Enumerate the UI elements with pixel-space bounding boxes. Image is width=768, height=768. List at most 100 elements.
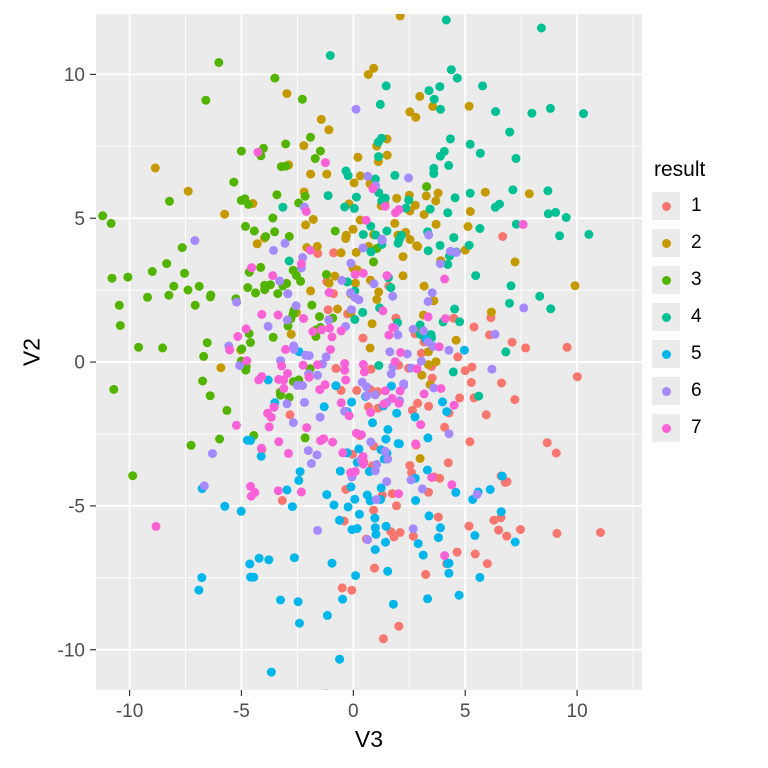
data-point <box>408 531 418 541</box>
data-point <box>464 240 474 250</box>
data-point <box>347 305 356 315</box>
data-point <box>386 283 396 293</box>
data-point <box>346 482 356 492</box>
data-point <box>498 232 508 241</box>
data-point <box>249 226 259 236</box>
data-point <box>301 206 311 216</box>
data-point <box>162 259 172 269</box>
data-point <box>315 146 325 156</box>
data-point <box>511 153 521 163</box>
data-point <box>419 210 429 219</box>
data-point <box>319 402 329 412</box>
data-point <box>315 412 325 422</box>
data-point <box>417 484 427 494</box>
data-point <box>268 332 278 342</box>
data-point <box>243 283 253 293</box>
data-point <box>511 219 521 229</box>
data-point <box>225 345 235 355</box>
data-point <box>186 440 196 450</box>
data-point <box>412 364 422 374</box>
data-point <box>299 141 309 151</box>
data-point <box>331 363 341 373</box>
data-point <box>251 288 261 298</box>
data-point <box>436 384 446 393</box>
data-point <box>444 429 454 439</box>
data-point <box>371 495 381 505</box>
data-point <box>546 304 556 314</box>
data-point <box>283 289 293 299</box>
data-point <box>202 338 212 348</box>
data-point <box>367 319 377 329</box>
data-point <box>375 99 385 109</box>
data-point <box>308 327 318 336</box>
legend-key <box>652 303 680 331</box>
y-tick-label: -5 <box>68 497 85 518</box>
data-point <box>165 196 174 206</box>
data-point <box>435 523 445 533</box>
data-point <box>421 569 431 579</box>
data-point <box>322 610 332 620</box>
data-point <box>134 342 144 352</box>
data-point <box>370 390 380 400</box>
data-point <box>370 523 380 533</box>
data-point <box>236 506 246 516</box>
data-point <box>433 512 443 522</box>
data-point <box>354 509 364 519</box>
data-point <box>381 434 391 444</box>
data-point <box>358 360 368 369</box>
data-point <box>338 594 348 604</box>
data-point <box>190 236 200 246</box>
data-point <box>425 204 435 214</box>
data-point <box>429 163 439 173</box>
data-point <box>350 315 360 324</box>
data-point <box>486 307 496 317</box>
data-point <box>475 148 485 158</box>
data-point <box>282 315 292 325</box>
data-point <box>371 529 381 539</box>
data-point <box>398 252 408 262</box>
data-point <box>270 73 280 83</box>
legend-label: 1 <box>691 195 702 216</box>
data-point <box>417 370 427 380</box>
data-point <box>351 192 361 202</box>
data-point <box>419 389 429 399</box>
data-point <box>295 618 304 628</box>
x-tick-label: 5 <box>460 701 471 722</box>
data-point <box>572 372 582 382</box>
data-point <box>284 232 294 241</box>
data-point <box>368 418 377 428</box>
data-point <box>411 439 421 449</box>
data-point <box>313 525 322 535</box>
data-point <box>229 177 239 187</box>
data-point <box>341 166 351 176</box>
data-point <box>357 377 367 387</box>
data-point <box>378 634 388 644</box>
data-point <box>316 436 326 446</box>
data-point <box>404 173 413 183</box>
data-point <box>289 344 299 354</box>
data-point <box>331 381 341 391</box>
data-point <box>336 326 346 336</box>
data-point <box>198 376 208 386</box>
data-point <box>340 202 350 212</box>
data-point <box>453 352 463 362</box>
legend-point-icon <box>661 238 671 248</box>
data-point <box>264 422 274 432</box>
data-point <box>416 420 426 430</box>
data-point <box>429 383 439 393</box>
data-point <box>370 563 379 573</box>
data-point <box>281 139 291 149</box>
data-point <box>440 314 450 324</box>
data-point <box>370 513 380 523</box>
data-point <box>362 391 372 401</box>
data-point <box>323 191 333 201</box>
data-point <box>276 595 285 605</box>
data-point <box>241 365 251 375</box>
data-point <box>438 397 447 407</box>
data-point <box>199 351 209 361</box>
data-point <box>412 241 422 251</box>
data-point <box>321 352 331 362</box>
data-point <box>444 160 454 170</box>
data-point <box>303 446 313 456</box>
data-point <box>405 234 415 244</box>
